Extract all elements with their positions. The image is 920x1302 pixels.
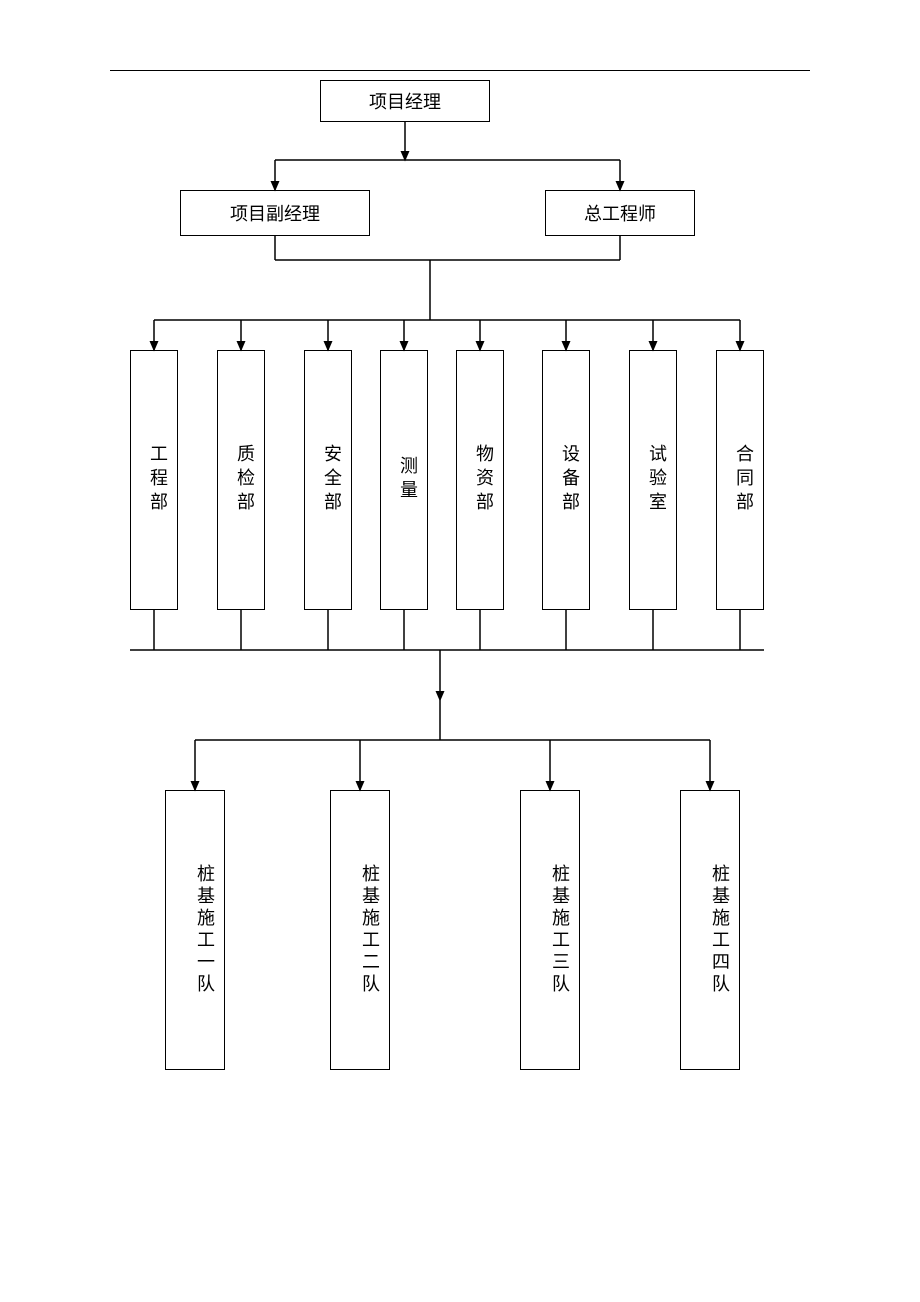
node-label: 桩基施工一队 bbox=[192, 864, 218, 996]
page-divider bbox=[110, 70, 810, 71]
node-dept-engineering: 工程部 bbox=[130, 350, 178, 610]
node-dept-contract: 合同部 bbox=[716, 350, 764, 610]
node-label: 安全部 bbox=[319, 444, 345, 516]
node-dept-quality: 质检部 bbox=[217, 350, 265, 610]
node-team-4: 桩基施工四队 bbox=[680, 790, 740, 1070]
node-dept-lab: 试验室 bbox=[629, 350, 677, 610]
node-label: 工程部 bbox=[145, 444, 171, 516]
node-deputy-manager: 项目副经理 bbox=[180, 190, 370, 236]
node-dept-equipment: 设备部 bbox=[542, 350, 590, 610]
node-team-2: 桩基施工二队 bbox=[330, 790, 390, 1070]
node-dept-materials: 物资部 bbox=[456, 350, 504, 610]
node-team-1: 桩基施工一队 bbox=[165, 790, 225, 1070]
node-label: 桩基施工三队 bbox=[547, 864, 573, 996]
node-label: 项目副经理 bbox=[230, 200, 320, 226]
node-dept-survey: 测量 bbox=[380, 350, 428, 610]
node-chief-engineer: 总工程师 bbox=[545, 190, 695, 236]
node-label: 设备部 bbox=[557, 444, 583, 516]
node-team-3: 桩基施工三队 bbox=[520, 790, 580, 1070]
node-label: 测量 bbox=[395, 456, 421, 504]
connector-layer bbox=[0, 0, 920, 1302]
node-label: 项目经理 bbox=[369, 88, 441, 114]
node-root: 项目经理 bbox=[320, 80, 490, 122]
node-label: 质检部 bbox=[232, 444, 258, 516]
node-dept-safety: 安全部 bbox=[304, 350, 352, 610]
node-label: 合同部 bbox=[731, 444, 757, 516]
node-label: 物资部 bbox=[471, 444, 497, 516]
node-label: 桩基施工二队 bbox=[357, 864, 383, 996]
node-label: 桩基施工四队 bbox=[707, 864, 733, 996]
node-label: 总工程师 bbox=[584, 200, 656, 226]
node-label: 试验室 bbox=[644, 444, 670, 516]
